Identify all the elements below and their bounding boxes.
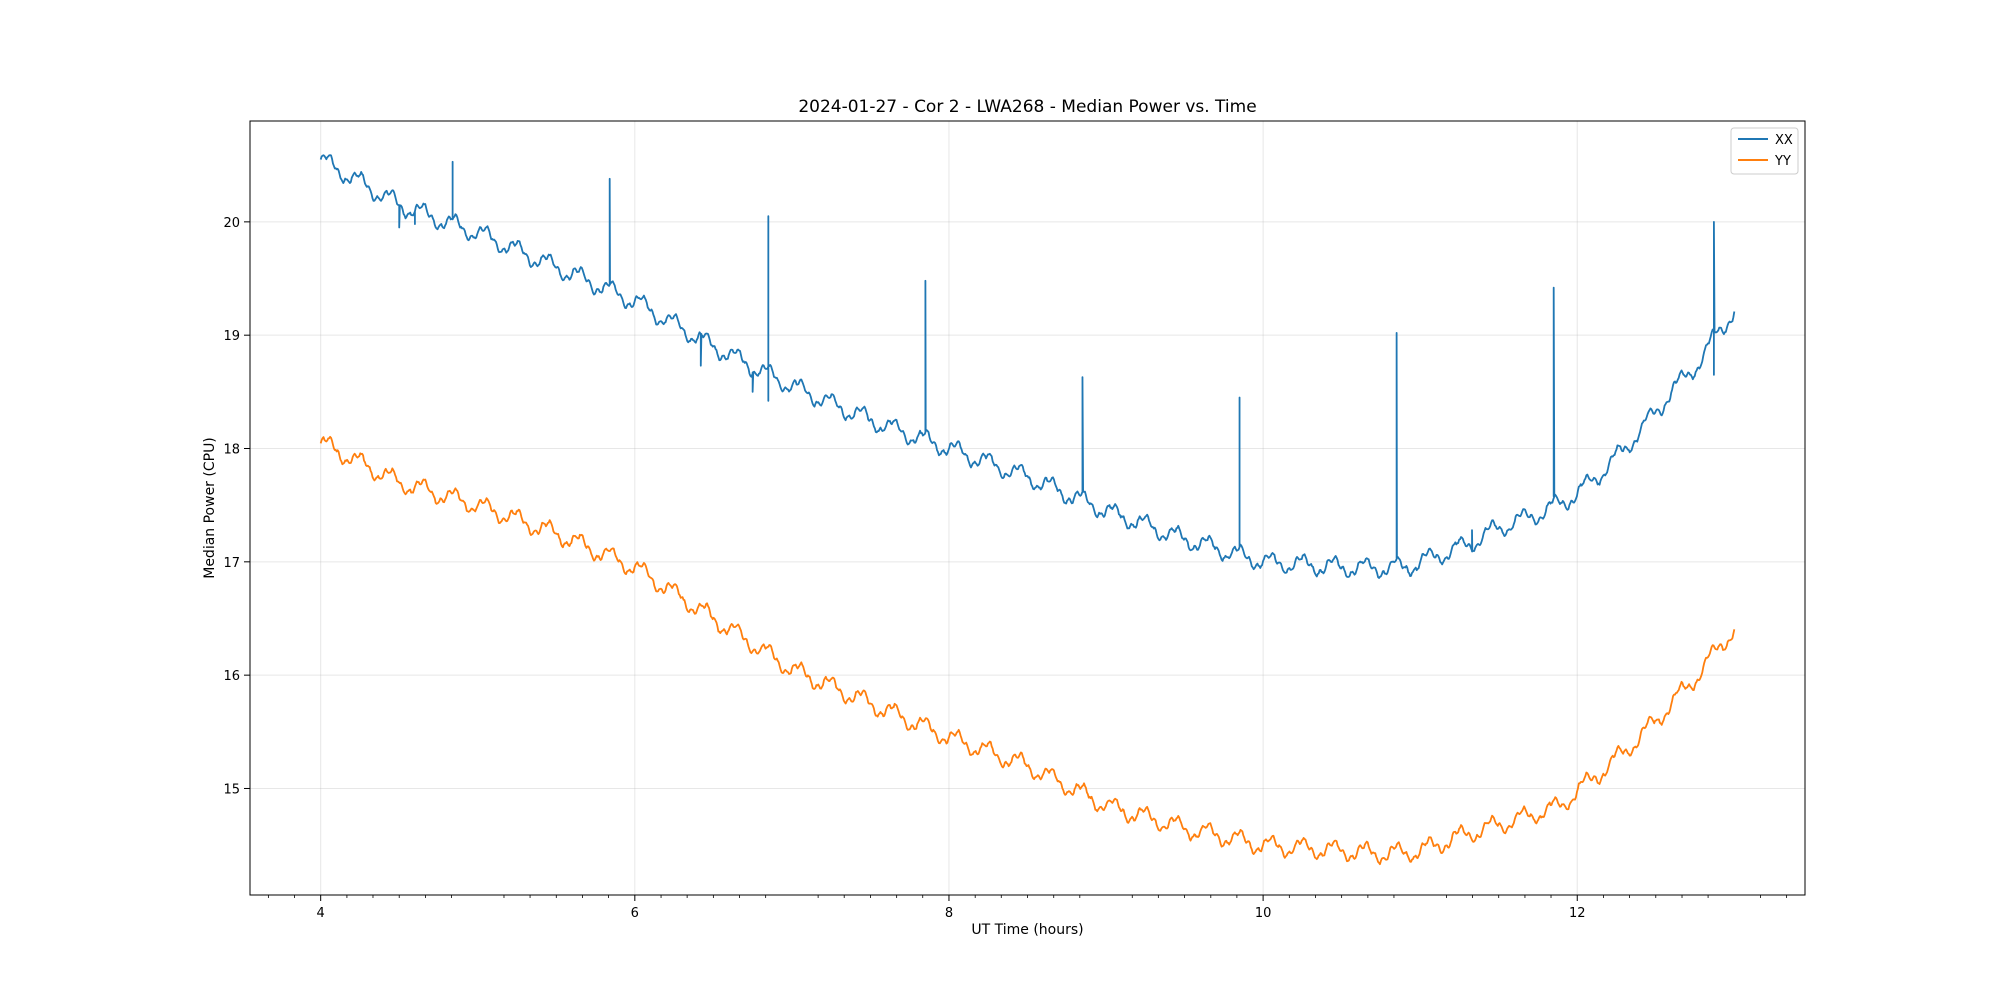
y-tick-label: 17 — [223, 556, 240, 571]
x-tick-label: 10 — [1255, 906, 1272, 921]
y-axis-ticks: 15 16 17 18 19 20 — [223, 216, 250, 797]
plot-area-frame — [249, 120, 1806, 896]
x-tick-label: 12 — [1569, 906, 1586, 921]
legend: XX YY — [1730, 127, 1799, 175]
x-tick-label: 8 — [945, 906, 953, 921]
y-tick-label: 16 — [223, 669, 240, 684]
y-tick-label: 19 — [223, 329, 240, 344]
series-line-yy — [319, 435, 1736, 866]
y-tick-label: 20 — [223, 216, 240, 231]
x-axis-label: UT Time (hours) — [971, 922, 1083, 938]
legend-label-xx: XX — [1775, 133, 1793, 148]
series-line-xx — [319, 154, 1736, 579]
grid-lines — [250, 121, 1805, 895]
legend-label-yy: YY — [1774, 154, 1791, 169]
series-lines — [319, 154, 1736, 866]
y-tick-label: 15 — [223, 782, 240, 797]
x-tick-label: 4 — [317, 906, 325, 921]
y-tick-label: 18 — [223, 443, 240, 458]
x-axis-ticks: 4 6 8 10 12 — [267, 895, 1788, 921]
x-tick-label: 6 — [631, 906, 639, 921]
y-axis-label: Median Power (CPU) — [202, 437, 218, 579]
chart-title: 2024-01-27 - Cor 2 - LWA268 - Median Pow… — [798, 97, 1256, 117]
